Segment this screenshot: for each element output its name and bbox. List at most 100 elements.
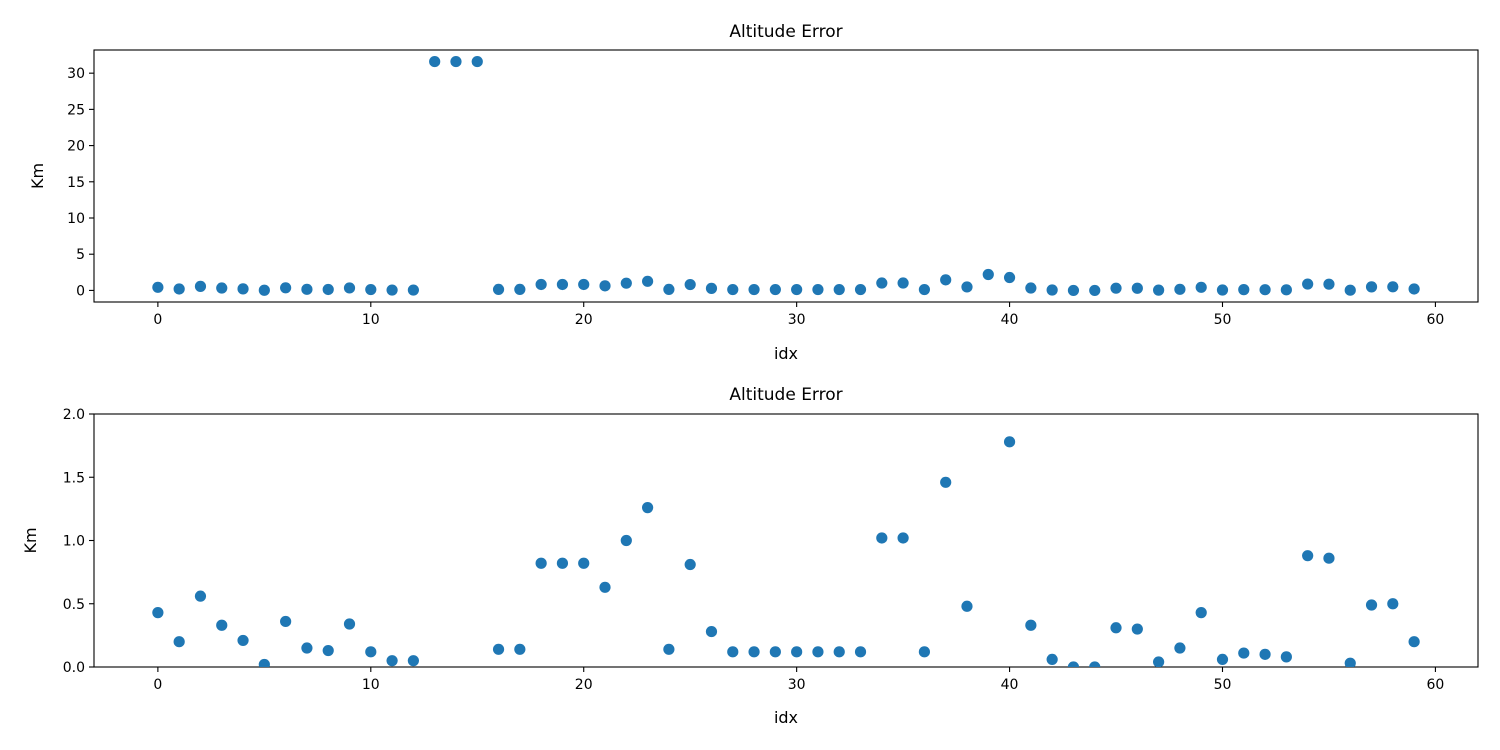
y-axis-label: Km: [21, 527, 40, 553]
data-point: [365, 646, 377, 658]
x-tick-label: 60: [1427, 677, 1445, 693]
data-point: [429, 55, 441, 68]
chart-title: Altitude Error: [729, 385, 842, 405]
data-point: [961, 281, 973, 293]
data-point: [258, 284, 270, 296]
data-point: [663, 643, 675, 655]
data-point: [1216, 653, 1229, 666]
data-point: [940, 274, 952, 286]
x-axis-label: idx: [774, 708, 798, 727]
x-tick-label: 20: [575, 312, 593, 328]
data-point: [642, 275, 654, 287]
data-point: [812, 283, 824, 296]
data-point: [1025, 619, 1037, 631]
data-point: [280, 282, 292, 294]
data-point: [748, 283, 760, 296]
data-point: [1131, 623, 1143, 635]
data-point: [280, 615, 292, 628]
y-tick-label: 30: [67, 66, 85, 82]
data-point: [1344, 657, 1356, 667]
data-point: [876, 277, 888, 289]
data-point: [854, 646, 867, 658]
data-point: [556, 557, 569, 569]
x-tick-label: 10: [362, 312, 380, 328]
data-point: [620, 534, 632, 547]
data-point: [748, 646, 760, 658]
data-point: [1387, 281, 1399, 293]
y-tick-label: 1.5: [63, 470, 85, 486]
data-point: [1131, 282, 1143, 294]
y-tick-label: 15: [67, 175, 85, 191]
data-point: [897, 277, 909, 289]
data-point: [301, 642, 313, 654]
data-point: [684, 558, 696, 571]
data-point: [918, 646, 931, 658]
data-point: [1067, 284, 1080, 297]
data-point: [535, 278, 547, 291]
data-point: [322, 644, 334, 657]
data-point: [386, 284, 398, 296]
data-point: [769, 283, 781, 296]
data-point: [1153, 656, 1165, 667]
x-tick-label: 20: [575, 677, 593, 693]
x-tick-label: 50: [1214, 677, 1232, 693]
data-point: [727, 646, 739, 658]
data-point: [918, 283, 931, 296]
data-point: [535, 557, 547, 569]
data-point: [833, 283, 845, 296]
data-point: [854, 283, 867, 296]
scatter-points: [152, 55, 1420, 297]
data-point: [173, 636, 185, 648]
data-point: [365, 283, 377, 296]
data-point: [961, 600, 973, 612]
y-tick-label: 0.0: [63, 660, 85, 676]
data-point: [237, 283, 249, 295]
x-tick-label: 10: [362, 677, 380, 693]
data-point: [258, 658, 270, 667]
data-point: [386, 655, 398, 667]
y-tick-label: 20: [67, 139, 85, 155]
data-point: [237, 634, 249, 647]
data-point: [642, 502, 654, 514]
data-point: [322, 283, 334, 296]
data-point: [1089, 284, 1101, 297]
data-point: [1387, 598, 1399, 610]
data-point: [982, 268, 994, 281]
data-point: [407, 655, 419, 667]
data-point: [492, 643, 505, 655]
data-point: [450, 55, 462, 68]
data-point: [578, 557, 590, 569]
data-point: [1238, 647, 1250, 659]
data-point: [1195, 281, 1207, 293]
data-point: [194, 590, 207, 602]
data-point: [1046, 653, 1058, 666]
data-point: [1216, 284, 1229, 296]
y-tick-label: 10: [67, 211, 85, 227]
x-tick-label: 0: [153, 312, 162, 328]
data-point: [514, 643, 526, 655]
data-point: [1174, 642, 1186, 654]
data-point: [1003, 271, 1016, 284]
data-point: [791, 646, 803, 658]
data-point: [897, 532, 909, 544]
data-point: [578, 278, 590, 291]
data-point: [1025, 282, 1037, 294]
x-tick-label: 40: [1001, 677, 1019, 693]
data-point: [407, 284, 419, 296]
data-point: [1259, 284, 1271, 296]
data-point: [1365, 281, 1378, 293]
data-point: [1280, 651, 1292, 663]
data-point: [1259, 648, 1271, 660]
data-point: [1365, 599, 1378, 611]
x-tick-label: 30: [788, 677, 806, 693]
x-tick-label: 40: [1001, 312, 1019, 328]
plot-area-frame: [93, 49, 1479, 303]
data-point: [1067, 661, 1080, 667]
data-point: [599, 280, 611, 292]
data-point: [1110, 282, 1122, 294]
data-point: [876, 532, 888, 544]
data-point: [620, 277, 632, 289]
x-tick-label: 60: [1427, 312, 1445, 328]
data-point: [1174, 283, 1186, 295]
